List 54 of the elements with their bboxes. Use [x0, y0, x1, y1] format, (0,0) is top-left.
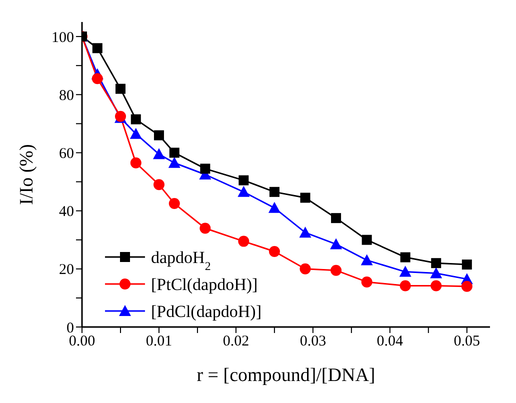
point	[300, 263, 311, 274]
y-tick-label: 60	[59, 146, 74, 162]
point	[362, 234, 372, 245]
point	[238, 186, 250, 197]
x-tick-label: 0.01	[146, 334, 172, 350]
point	[200, 222, 211, 234]
point	[300, 192, 310, 203]
point	[92, 43, 102, 54]
point	[331, 213, 342, 224]
point	[238, 236, 250, 247]
point	[399, 266, 412, 277]
point	[330, 264, 342, 276]
point	[130, 114, 141, 124]
x-tick-label: 0.00	[68, 334, 96, 350]
x-axis-title: r = [compound]/[DNA]	[196, 365, 376, 386]
point	[361, 276, 372, 288]
point	[238, 175, 249, 186]
point	[130, 128, 142, 139]
x-tick-label: 0.05	[454, 334, 480, 350]
point	[299, 226, 312, 238]
x-tick-label: 0.04	[376, 334, 404, 350]
point	[461, 280, 472, 292]
point	[268, 246, 280, 257]
point	[154, 130, 164, 140]
point	[152, 148, 165, 160]
point	[153, 179, 164, 190]
point	[430, 267, 442, 278]
point	[268, 202, 280, 213]
point	[360, 254, 373, 266]
legend-label: [PtCl(dapdoH)]	[151, 275, 258, 294]
y-tick-label: 0	[66, 320, 74, 336]
legend-label: dapdoH$_{2}$	[151, 248, 211, 273]
point	[168, 198, 180, 210]
y-tick-label: 20	[59, 262, 74, 278]
y-tick-label: 40	[59, 204, 74, 220]
point	[168, 156, 180, 168]
y-tick-label: 80	[59, 88, 74, 104]
point	[115, 84, 126, 94]
point	[400, 280, 411, 292]
point	[330, 238, 342, 250]
point	[431, 258, 442, 268]
point	[462, 260, 472, 270]
y-tick-label: 100	[52, 30, 74, 46]
point	[92, 73, 103, 84]
y-axis-title: I/Io (%)	[16, 144, 38, 205]
point	[430, 280, 442, 292]
point	[400, 252, 410, 262]
point	[169, 148, 180, 158]
x-tick-label: 0.03	[300, 334, 326, 350]
point	[269, 186, 280, 197]
point	[130, 157, 142, 168]
legend-label: [PdCl(dapdoH)]	[151, 302, 262, 321]
x-tick-label: 0.02	[222, 334, 250, 350]
point	[200, 164, 210, 174]
